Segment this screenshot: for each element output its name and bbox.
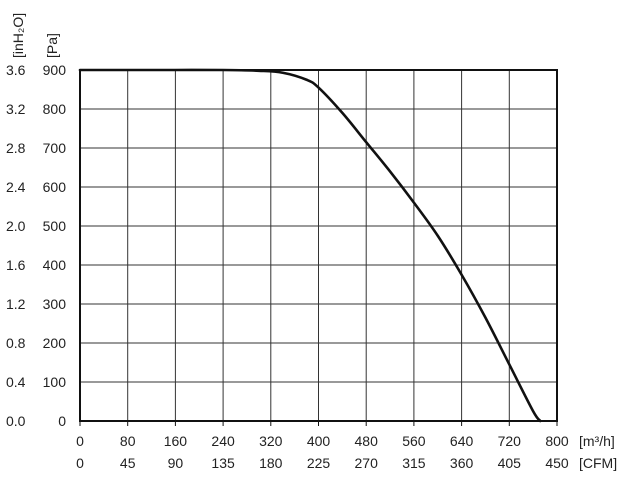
plot-frame: [79, 69, 558, 422]
grid-lines: [79, 70, 558, 426]
y-tick-label-pa: 200: [43, 335, 67, 351]
y-tick-label-inh2o: 3.2: [6, 101, 26, 117]
x-tick-label-cfm: 90: [168, 455, 184, 471]
x-tick-label-cfm: 135: [211, 455, 235, 471]
y-tick-label-inh2o: 2.8: [6, 140, 26, 156]
x-tick-label-m3h: 800: [545, 433, 569, 449]
x-tick-label-cfm: 450: [545, 455, 569, 471]
x-tick-label-cfm: 0: [76, 455, 84, 471]
y-tick-label-pa: 0: [58, 413, 66, 429]
curve-layer: [78, 68, 542, 423]
y-tick-label-pa: 300: [43, 296, 67, 312]
x-tick-label-cfm: 45: [120, 455, 136, 471]
x-tick-label-m3h: 480: [355, 433, 379, 449]
y-tick-label-inh2o: 0.4: [6, 374, 26, 390]
y-tick-label-pa: 600: [43, 179, 67, 195]
y-tick-label-inh2o: 1.6: [6, 257, 26, 273]
x-tick-label-m3h: 400: [307, 433, 331, 449]
x-tick-label-m3h: 560: [402, 433, 426, 449]
x-tick-label-cfm: 360: [450, 455, 474, 471]
x-tick-label-m3h: 0: [76, 433, 84, 449]
y-tick-label-pa: 500: [43, 218, 67, 234]
x-tick-label-cfm: 225: [307, 455, 331, 471]
x-tick-label-m3h: 320: [259, 433, 283, 449]
x-tick-label-m3h: 160: [164, 433, 188, 449]
y-tick-label-inh2o: 0.8: [6, 335, 26, 351]
x-tick-label-cfm: 315: [402, 455, 426, 471]
y-tick-label-pa: 800: [43, 101, 67, 117]
x-tick-label-cfm: 270: [355, 455, 379, 471]
x-tick-label-m3h: 640: [450, 433, 474, 449]
x-tick-label-cfm: 180: [259, 455, 283, 471]
axis-labels: 0080451609024013532018040022548027056031…: [6, 62, 569, 471]
performance-curve: [78, 68, 542, 423]
y-tick-label-inh2o: 2.0: [6, 218, 26, 234]
y-tick-label-pa: 400: [43, 257, 67, 273]
y-tick-label-inh2o: 1.2: [6, 296, 26, 312]
y-unit-inh2o: [inH₂O]: [10, 13, 26, 58]
x-tick-label-cfm: 405: [498, 455, 522, 471]
y-tick-label-pa: 700: [43, 140, 67, 156]
x-unit-m3h: [m³/h]: [579, 433, 615, 449]
x-unit-cfm: [CFM]: [579, 455, 617, 471]
x-tick-label-m3h: 80: [120, 433, 136, 449]
y-unit-pa: [Pa]: [44, 33, 60, 58]
y-tick-label-pa: 900: [43, 62, 67, 78]
y-tick-label-inh2o: 0.0: [6, 413, 26, 429]
y-tick-label-pa: 100: [43, 374, 67, 390]
y-tick-label-inh2o: 2.4: [6, 179, 26, 195]
x-tick-label-m3h: 240: [211, 433, 235, 449]
y-tick-label-inh2o: 3.6: [6, 62, 26, 78]
x-tick-label-m3h: 720: [498, 433, 522, 449]
